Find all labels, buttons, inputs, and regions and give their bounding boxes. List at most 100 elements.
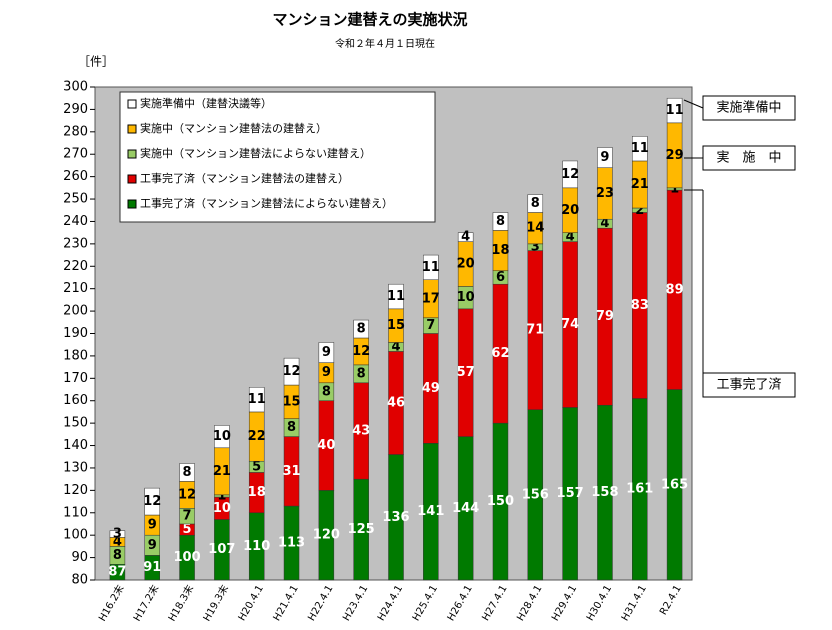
value-label: 15 xyxy=(282,394,300,409)
value-label: 18 xyxy=(248,485,266,500)
value-label: 11 xyxy=(248,392,266,407)
value-label: 144 xyxy=(452,501,479,516)
value-label: 107 xyxy=(208,542,235,557)
value-label: 11 xyxy=(666,103,684,118)
value-label: 4 xyxy=(600,216,609,231)
value-label: 21 xyxy=(213,464,231,479)
value-label: 62 xyxy=(491,346,509,361)
bar-segment xyxy=(632,136,648,162)
value-label: 8 xyxy=(183,465,192,480)
value-label: 2 xyxy=(635,203,644,218)
value-label: 8 xyxy=(357,366,366,381)
value-label: 4 xyxy=(391,339,400,354)
bar-segment xyxy=(562,160,578,189)
value-label: 100 xyxy=(173,550,200,565)
y-tick-label: 150 xyxy=(63,416,88,431)
annotation-box xyxy=(702,372,796,398)
bars: 8784391991210057128107101211011018522111… xyxy=(108,97,688,581)
value-label: 8 xyxy=(287,420,296,435)
y-tick-label: 210 xyxy=(63,281,88,296)
bar-segment xyxy=(527,194,544,213)
value-label: 57 xyxy=(457,365,475,380)
bar-segment xyxy=(423,254,439,280)
y-tick-label: 130 xyxy=(63,460,88,475)
chart-subtitle: 令和２年４月１日現在 xyxy=(335,37,435,50)
value-label: 7 xyxy=(426,318,435,333)
value-label: 23 xyxy=(596,186,614,201)
value-label: 11 xyxy=(631,141,649,156)
bar-segment xyxy=(144,487,160,516)
y-tick-label: 250 xyxy=(63,192,88,207)
value-label: 14 xyxy=(526,221,544,236)
bar-segment xyxy=(492,212,509,231)
value-label: 165 xyxy=(661,477,688,492)
annotation: 工事完了済 xyxy=(716,377,781,393)
chart-title: マンション建替えの実施状況 xyxy=(272,11,467,29)
x-tick-label: H16.2末 xyxy=(95,583,126,624)
x-tick-label: H19.3末 xyxy=(200,583,231,624)
value-label: 9 xyxy=(148,518,157,533)
annotation: 実施準備中 xyxy=(716,100,781,116)
value-label: 89 xyxy=(666,282,684,297)
y-tick-label: 90 xyxy=(71,550,88,565)
value-label: 156 xyxy=(522,487,549,502)
value-label: 5 xyxy=(252,459,261,474)
bar-segment xyxy=(214,425,230,449)
legend-swatch xyxy=(127,124,137,134)
y-tick-label: 280 xyxy=(63,124,88,139)
legend-label: 実施準備中（建替決議等） xyxy=(140,96,272,110)
value-label: 110 xyxy=(243,539,270,554)
value-label: 74 xyxy=(561,317,579,332)
value-label: 31 xyxy=(282,464,300,479)
value-label: 8 xyxy=(496,214,505,229)
y-tick-label: 230 xyxy=(63,236,88,251)
x-tick-label: H23.4.1 xyxy=(341,584,370,624)
value-label: 9 xyxy=(148,538,157,553)
y-tick-label: 80 xyxy=(71,573,88,588)
y-tick-label: 290 xyxy=(63,102,88,117)
value-label: 49 xyxy=(422,381,440,396)
value-label: 125 xyxy=(348,522,375,537)
annotation: 実 施 中 xyxy=(716,150,781,166)
value-label: 12 xyxy=(143,494,161,509)
value-label: 5 xyxy=(183,522,192,537)
value-label: 3 xyxy=(531,240,540,255)
y-axis-label: ［件］ xyxy=(78,55,114,69)
value-label: 79 xyxy=(596,309,614,324)
value-label: 4 xyxy=(461,230,470,245)
value-label: 87 xyxy=(108,565,126,580)
value-label: 22 xyxy=(248,429,266,444)
value-label: 8 xyxy=(357,322,366,337)
legend-swatch xyxy=(127,149,137,159)
value-label: 29 xyxy=(666,148,684,163)
y-tick-label: 170 xyxy=(63,371,88,386)
value-label: 10 xyxy=(213,429,231,444)
annotation-box xyxy=(702,145,796,171)
value-label: 4 xyxy=(566,230,575,245)
bar-segment xyxy=(248,387,265,413)
value-label: 40 xyxy=(317,438,335,453)
value-label: 150 xyxy=(487,494,514,509)
x-tick-label: H22.4.1 xyxy=(306,584,335,624)
bar-segment xyxy=(353,319,369,339)
y-tick-label: 140 xyxy=(63,438,88,453)
value-label: 4 xyxy=(113,534,122,549)
y-tick-label: 200 xyxy=(63,304,88,319)
value-label: 11 xyxy=(422,260,440,275)
value-label: 43 xyxy=(352,423,370,438)
y-tick-label: 270 xyxy=(63,147,88,162)
value-label: 9 xyxy=(600,150,609,165)
x-tick-label: H24.4.1 xyxy=(376,584,405,624)
value-label: 12 xyxy=(352,344,370,359)
legend-label: 実施中（マンション建替法の建替え） xyxy=(140,121,327,135)
bar-segment xyxy=(388,283,404,310)
legend-items: 工事完了済（マンション建替法によらない建替え） 工事完了済（マンション建替法の建替… xyxy=(127,96,393,210)
x-tick-label: H18.3末 xyxy=(165,583,196,624)
value-label: 161 xyxy=(626,482,653,497)
value-label: 3 xyxy=(113,527,122,542)
value-label: 21 xyxy=(631,177,649,192)
value-label: 157 xyxy=(557,486,584,501)
value-label: 158 xyxy=(591,485,618,500)
legend-label: 実施中（マンション建替法によらない建替え） xyxy=(140,146,371,160)
